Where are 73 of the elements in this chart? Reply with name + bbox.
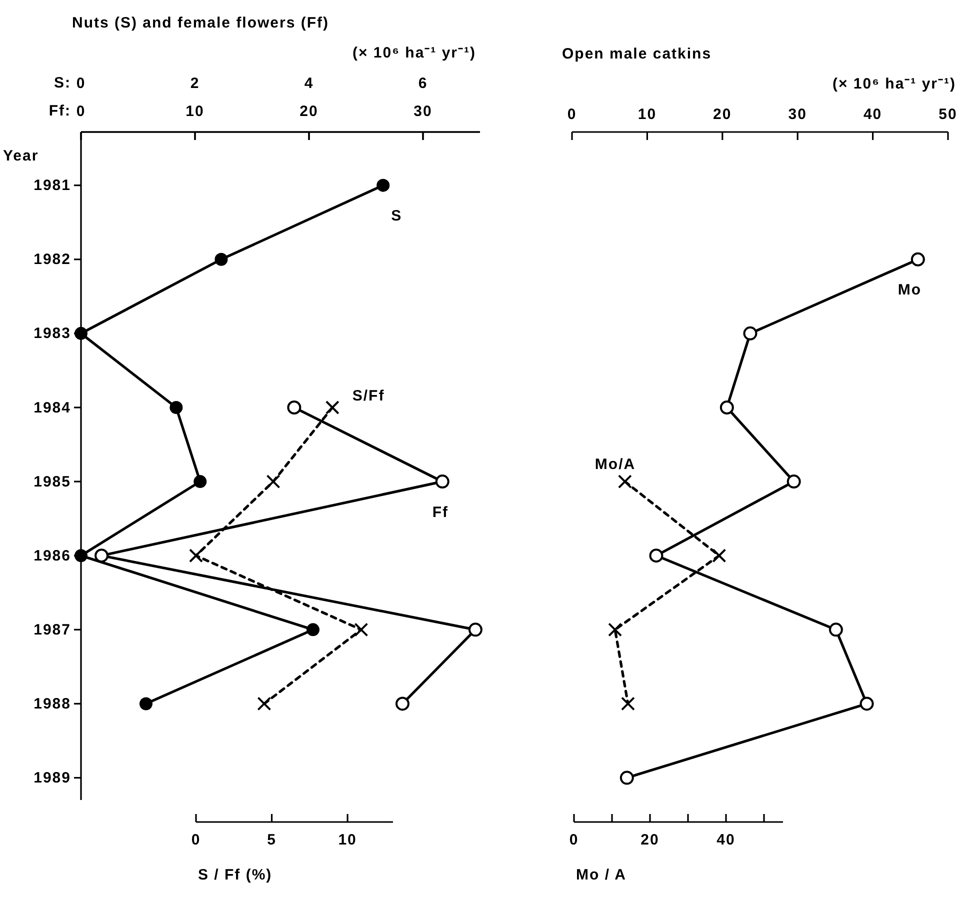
y-tick-label: 1986 xyxy=(34,547,71,564)
x-tick-label: 0 xyxy=(569,832,579,849)
chart-title: Nuts (S) and female flowers (Ff) xyxy=(72,14,330,32)
y-tick-label: 1987 xyxy=(34,621,71,638)
x2-axis-title: Ff: xyxy=(48,102,71,120)
point xyxy=(620,770,634,785)
point xyxy=(786,474,801,489)
x2-tick-label: 0 xyxy=(76,75,86,92)
point xyxy=(910,252,925,266)
series-label: S xyxy=(391,208,402,225)
y-tick-label: 1983 xyxy=(34,325,71,342)
point xyxy=(189,548,203,563)
x-tick-label: 5 xyxy=(267,832,276,849)
y-tick-label: 1984 xyxy=(34,399,71,416)
point xyxy=(306,623,320,636)
point xyxy=(618,474,632,489)
point xyxy=(74,326,88,340)
chart-title: Open male catkins xyxy=(562,45,712,62)
point xyxy=(94,548,109,563)
point xyxy=(712,548,726,563)
point xyxy=(720,400,734,414)
point xyxy=(435,474,450,489)
x2-tick-label: 10 xyxy=(186,103,204,120)
y-axis-title: Year xyxy=(3,147,39,164)
point xyxy=(828,622,843,637)
series-label: Mo/A xyxy=(594,456,636,473)
x2-tick-label: 2 xyxy=(190,75,200,92)
point xyxy=(354,622,368,637)
x2-tick-label: 10 xyxy=(638,106,657,123)
y-tick-label: 1985 xyxy=(34,473,71,490)
point xyxy=(395,696,410,711)
x-axis-title: S / Ff (%) xyxy=(198,866,272,884)
series-label: S/Ff xyxy=(352,388,385,405)
series-label: Ff xyxy=(432,504,449,521)
x2-tick-label: 50 xyxy=(938,106,958,123)
x2-tick-label: 40 xyxy=(863,106,882,123)
y-tick-label: 1989 xyxy=(34,770,71,787)
x-tick-label: 10 xyxy=(338,832,357,849)
point xyxy=(257,696,272,711)
chart-subtitle: (× 10⁶ ha⁻¹ yr⁻¹) xyxy=(832,75,956,92)
point xyxy=(266,474,280,489)
point xyxy=(620,696,635,711)
x2-tick-label: 30 xyxy=(788,106,807,123)
point xyxy=(74,549,88,562)
y-tick-label: 1988 xyxy=(34,696,71,713)
x2-tick-label: 20 xyxy=(713,106,732,123)
x-tick-label: 20 xyxy=(640,832,660,849)
point xyxy=(194,475,207,488)
point xyxy=(376,178,390,192)
y-tick-label: 1982 xyxy=(34,251,71,268)
point xyxy=(287,400,302,414)
x-tick-label: 0 xyxy=(191,832,201,849)
text: (× 10⁶ ha⁻¹ yr⁻¹) xyxy=(352,44,476,62)
point xyxy=(649,548,664,563)
series-label: Mo xyxy=(898,282,922,299)
point xyxy=(468,622,482,637)
point xyxy=(214,252,228,266)
x-axis-title: Mo / A xyxy=(576,866,626,884)
y-tick-label: 1981 xyxy=(34,177,71,194)
point xyxy=(860,696,874,711)
point xyxy=(608,622,622,637)
x-tick-label: 40 xyxy=(716,832,736,849)
x2-tick-label: 4 xyxy=(304,75,314,92)
point xyxy=(325,400,340,414)
x2-tick-label: 0 xyxy=(567,106,577,123)
x2-tick-label: 0 xyxy=(76,103,86,120)
point xyxy=(139,697,152,710)
point xyxy=(743,326,758,340)
x2-tick-label: 30 xyxy=(414,103,432,120)
point xyxy=(170,400,183,414)
x2-axis-title: S: xyxy=(54,74,71,92)
x2-tick-label: 6 xyxy=(418,75,428,92)
x2-tick-label: 20 xyxy=(300,103,318,120)
